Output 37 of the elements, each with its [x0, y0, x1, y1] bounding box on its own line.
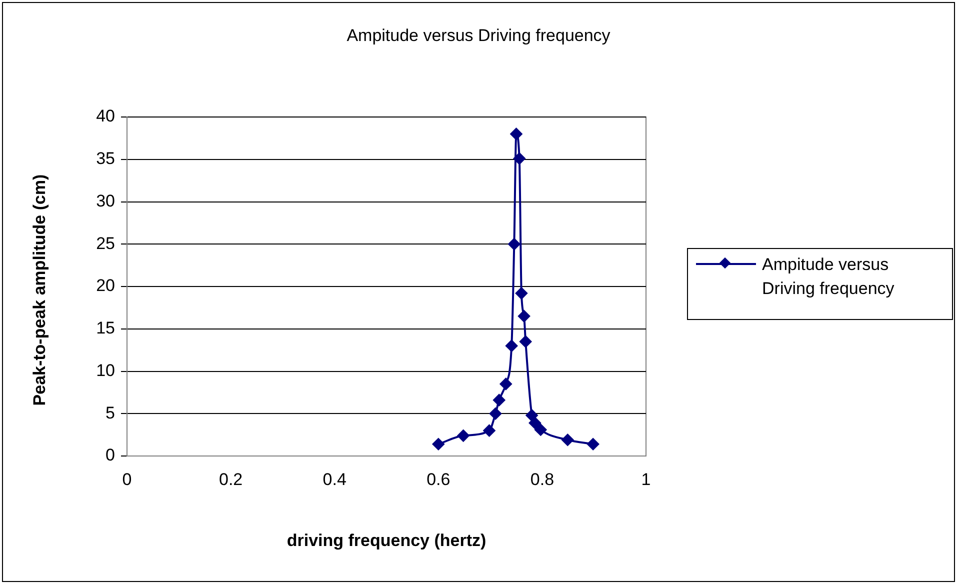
x-tick-label: 0 — [122, 470, 132, 489]
x-tick-label: 1 — [641, 470, 651, 489]
point — [526, 409, 538, 422]
x-axis-title: driving frequency (hertz) — [286, 531, 488, 551]
y-tick-label: 15 — [96, 318, 115, 338]
y-tick-label: 40 — [96, 106, 115, 126]
y-tick-label: 30 — [96, 191, 115, 210]
point — [518, 310, 530, 322]
chart-title: Ampitude versus Driving frequency — [346, 26, 612, 46]
x-tick-label: 0.4 — [322, 470, 346, 489]
y-tick-label: 35 — [96, 149, 115, 168]
x-tick-label: 0.2 — [218, 470, 243, 489]
point — [493, 394, 506, 406]
x-tick-label: 0.6 — [426, 470, 450, 489]
point — [508, 238, 520, 250]
legend-label: Ampitude versus Driving frequency — [762, 254, 896, 300]
point — [432, 438, 444, 450]
point — [500, 378, 512, 390]
point — [513, 152, 526, 165]
point — [506, 340, 518, 352]
y-axis-title: Peak-to-peak amplitude (cm) — [30, 174, 50, 406]
y-tick-label: 0 — [106, 446, 115, 465]
point — [515, 287, 528, 300]
y-tick-label: 5 — [106, 403, 115, 422]
point — [534, 424, 547, 436]
point — [587, 438, 600, 450]
point — [562, 434, 574, 446]
point — [457, 430, 470, 442]
point — [528, 416, 541, 429]
point — [520, 336, 532, 348]
y-tick-label: 25 — [96, 234, 115, 253]
y-tick-label: 10 — [96, 360, 115, 380]
point — [489, 408, 502, 420]
point — [510, 128, 522, 140]
point — [483, 424, 496, 437]
y-tick-label: 20 — [96, 276, 115, 296]
x-tick-label: 0.8 — [530, 470, 554, 489]
